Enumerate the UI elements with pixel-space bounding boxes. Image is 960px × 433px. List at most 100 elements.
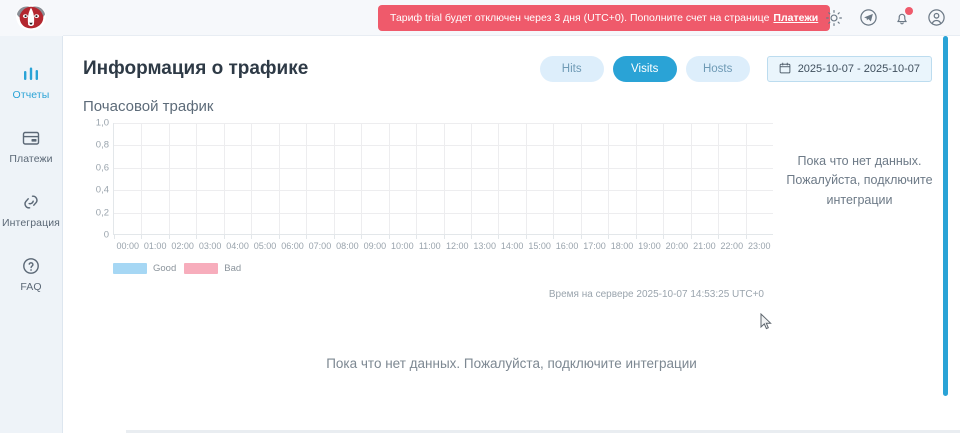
gridline-vertical — [525, 123, 527, 234]
bell-icon[interactable] — [892, 6, 913, 28]
x-axis-tick — [333, 235, 335, 239]
gridline-vertical — [608, 123, 610, 234]
x-axis-tick — [168, 235, 170, 239]
x-axis-tick — [278, 235, 280, 239]
x-axis-tick-label: 20:00 — [665, 241, 689, 251]
y-axis-labels: 0 0,2 0,4 0,6 0,8 1,0 — [83, 118, 109, 241]
gridline-vertical — [718, 123, 720, 234]
x-axis-tick-label: 08:00 — [336, 241, 359, 251]
horizontal-scrollbar[interactable] — [126, 430, 960, 433]
x-axis-tick-label: 23:00 — [748, 241, 771, 251]
sidebar-item-integraciya[interactable]: Интеграция — [0, 182, 62, 237]
trial-warning-banner: Тариф trial будет отключен через 3 дня (… — [378, 5, 831, 31]
mouse-cursor — [760, 313, 772, 330]
chart-plot-area[interactable]: 00:00 01:00 02:00 03:00 04:00 05:00 06:00 07:00… — [113, 123, 773, 251]
server-time: Время на сервере 2025-10-07 14:53:25 UTC… — [548, 289, 764, 300]
x-axis-tick-label: 13:00 — [473, 241, 496, 251]
bar-chart-icon — [21, 63, 41, 85]
y-axis-tick-label: 0 — [103, 229, 109, 241]
x-axis-tick — [141, 235, 143, 239]
question-icon — [21, 255, 41, 277]
gridline-vertical — [196, 123, 198, 234]
y-axis-tick-label: 0,4 — [95, 184, 109, 196]
sun-icon[interactable] — [824, 8, 844, 28]
y-axis-tick-label: 0,6 — [95, 162, 109, 174]
x-axis-tick — [114, 235, 115, 239]
x-axis-tick-label: 17:00 — [583, 241, 606, 251]
legend-item[interactable]: Bad — [184, 263, 241, 274]
main-empty-state: Пока что нет данных. Пожалуйста, подключ… — [326, 356, 697, 371]
x-axis-tick — [416, 235, 418, 239]
x-axis-tick — [608, 235, 610, 239]
sidebar-item-platezhi[interactable]: Платежи — [0, 118, 62, 173]
hourly-traffic-chart: 0 0,2 0,4 0,6 0,8 1,0 00:00 01:00 02:00 03:00 04:… — [83, 118, 773, 274]
legend-swatch — [113, 263, 147, 274]
x-axis-tick-label: 16:00 — [555, 241, 579, 251]
x-axis-tick-label: 02:00 — [171, 241, 194, 251]
report-controls: Hits Visits Hosts 2025-10-07 - 20 — [539, 56, 948, 82]
app-logo[interactable] — [0, 0, 63, 36]
x-axis-tick-label: 19:00 — [638, 241, 661, 251]
sidebar-item-label: Отчеты — [12, 89, 50, 101]
y-axis-tick-label: 1,0 — [95, 117, 109, 129]
gridline-vertical — [635, 123, 637, 234]
x-axis-tick-label: 05:00 — [253, 241, 277, 251]
x-axis-tick-label: 03:00 — [198, 241, 222, 251]
tab-hits[interactable]: Hits — [539, 56, 604, 82]
notification-badge — [905, 6, 913, 15]
x-axis-tick — [498, 235, 500, 239]
gridline-vertical — [553, 123, 555, 234]
vertical-scrollbar[interactable] — [943, 36, 948, 396]
sidebar-nav: Отчеты Платежи — [0, 54, 62, 310]
sidebar-item-otchety[interactable]: Отчеты — [0, 54, 62, 109]
x-axis-tick — [470, 235, 472, 239]
x-axis-tick — [553, 235, 555, 239]
gridline-vertical — [141, 123, 143, 234]
x-axis-tick-label: 12:00 — [445, 241, 469, 251]
x-axis-tick — [525, 235, 527, 239]
gridline-vertical — [443, 123, 445, 234]
x-axis-tick — [718, 235, 720, 239]
date-range-picker[interactable]: 2025-10-07 - 2025-10-07 — [766, 56, 932, 82]
gridline-vertical — [388, 123, 390, 234]
chart-zone: 0 0,2 0,4 0,6 0,8 1,0 00:00 01:00 02:00 03:00 04:… — [83, 118, 948, 274]
x-axis-tick-label: 14:00 — [500, 241, 524, 251]
x-axis-tick-label: 10:00 — [391, 241, 414, 251]
tab-hosts[interactable]: Hosts — [685, 56, 750, 82]
gridline-vertical — [470, 123, 472, 234]
chart-legend: Good Bad — [113, 263, 241, 274]
gridline-vertical — [223, 123, 225, 234]
calendar-icon — [779, 62, 791, 77]
link-icon — [21, 191, 41, 213]
gridline-vertical — [416, 123, 418, 234]
sidebar-item-label: FAQ — [20, 281, 42, 293]
gridline-vertical — [251, 123, 253, 234]
x-axis-tick-label: 01:00 — [143, 241, 167, 251]
side-empty-state: Пока что нет данных. Пожалуйста, подключ… — [786, 153, 933, 207]
account-icon[interactable] — [926, 8, 946, 28]
x-axis-tick — [443, 235, 445, 239]
raccoon-logo — [16, 4, 46, 31]
gridline-vertical — [690, 123, 692, 234]
page-title: Информация о трафике — [83, 58, 309, 79]
x-axis-tick — [690, 235, 692, 239]
title-row: Информация о трафике Hits Visits Hosts — [83, 56, 948, 82]
legend-label: Bad — [224, 263, 242, 274]
x-axis-tick — [663, 235, 665, 239]
tab-visits[interactable]: Visits — [612, 56, 677, 82]
x-axis-tick-label: 04:00 — [226, 241, 249, 251]
banner-text: Тариф trial будет отключен через 3 дня (… — [390, 12, 770, 24]
x-axis-tick-label: 18:00 — [610, 241, 634, 251]
sidebar: Отчеты Платежи — [0, 0, 63, 433]
date-range-value: 2025-10-07 - 2025-10-07 — [797, 63, 920, 75]
top-bar: Тариф trial будет отключен через 3 дня (… — [63, 0, 960, 36]
main-area: Тариф trial будет отключен через 3 дня (… — [63, 0, 960, 433]
legend-item[interactable]: Good — [113, 263, 176, 274]
gridline-vertical — [278, 123, 280, 234]
y-axis-tick-label: 0,8 — [95, 139, 109, 151]
sidebar-item-faq[interactable]: FAQ — [0, 246, 62, 301]
banner-payments-link[interactable]: Платежи — [773, 12, 819, 24]
telegram-icon[interactable] — [858, 8, 878, 28]
x-axis-tick — [196, 235, 198, 239]
x-axis-tick-label: 11:00 — [418, 241, 441, 251]
